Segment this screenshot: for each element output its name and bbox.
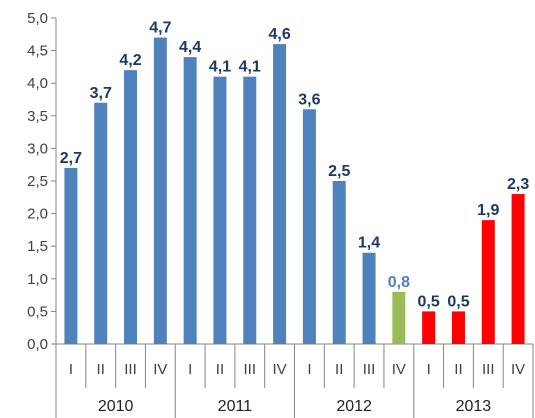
year-label: 2010 [98, 398, 134, 415]
data-label: 3,6 [298, 91, 320, 108]
data-label: 4,2 [119, 52, 141, 69]
bar [392, 291, 406, 344]
y-tick-label: 2,5 [27, 173, 48, 190]
data-label: 4,6 [268, 26, 290, 43]
bar [422, 311, 436, 344]
quarter-label: II [216, 361, 224, 378]
year-label: 2013 [456, 398, 492, 415]
bar [64, 167, 78, 344]
data-label: 4,7 [149, 20, 171, 37]
bar [332, 181, 346, 344]
bar [481, 220, 495, 344]
quarter-label: II [335, 361, 343, 378]
y-tick-label: 1,0 [27, 271, 48, 288]
bar [94, 102, 108, 344]
quarter-label: IV [153, 361, 167, 378]
data-label: 4,1 [209, 59, 231, 76]
data-label: 0,5 [447, 293, 469, 310]
quarter-label: I [427, 361, 431, 378]
bar [243, 76, 257, 345]
quarter-label: I [69, 361, 73, 378]
bar [511, 194, 525, 344]
data-label: 4,4 [179, 39, 201, 56]
data-label: 1,4 [358, 235, 380, 252]
quarter-label: III [363, 361, 376, 378]
y-tick-label: 4,5 [27, 43, 48, 60]
y-tick-label: 0,0 [27, 336, 48, 353]
quarter-label: I [307, 361, 311, 378]
quarter-label: IV [392, 361, 406, 378]
bar [362, 252, 376, 344]
y-tick-label: 4,0 [27, 75, 48, 92]
data-label: 3,7 [90, 85, 112, 102]
quarter-label: I [188, 361, 192, 378]
quarter-label: IV [511, 361, 525, 378]
y-tick-label: 5,0 [27, 10, 48, 27]
bar [213, 76, 227, 345]
bar [451, 311, 465, 344]
bar [273, 44, 287, 344]
data-label: 2,7 [60, 150, 82, 167]
data-label: 2,5 [328, 163, 350, 180]
y-tick-label: 3,0 [27, 140, 48, 157]
y-tick-label: 0,5 [27, 303, 48, 320]
quarter-label: II [97, 361, 105, 378]
y-tick-label: 3,5 [27, 108, 48, 125]
quarter-label: III [482, 361, 495, 378]
bar [124, 70, 138, 344]
data-label: 1,9 [477, 202, 499, 219]
quarter-label: IV [273, 361, 287, 378]
quarter-label: II [454, 361, 462, 378]
quarter-label: III [124, 361, 137, 378]
year-label: 2011 [218, 398, 253, 415]
bar [183, 57, 197, 345]
data-label: 0,8 [388, 274, 410, 291]
data-label: 4,1 [239, 59, 261, 76]
y-tick-label: 2,0 [27, 206, 48, 223]
data-label: 0,5 [418, 293, 440, 310]
y-tick-label: 1,5 [27, 238, 48, 255]
year-label: 2012 [336, 398, 372, 415]
data-label: 2,3 [507, 176, 529, 193]
bar [153, 37, 167, 345]
quarter-label: III [244, 361, 257, 378]
bar [302, 109, 316, 344]
